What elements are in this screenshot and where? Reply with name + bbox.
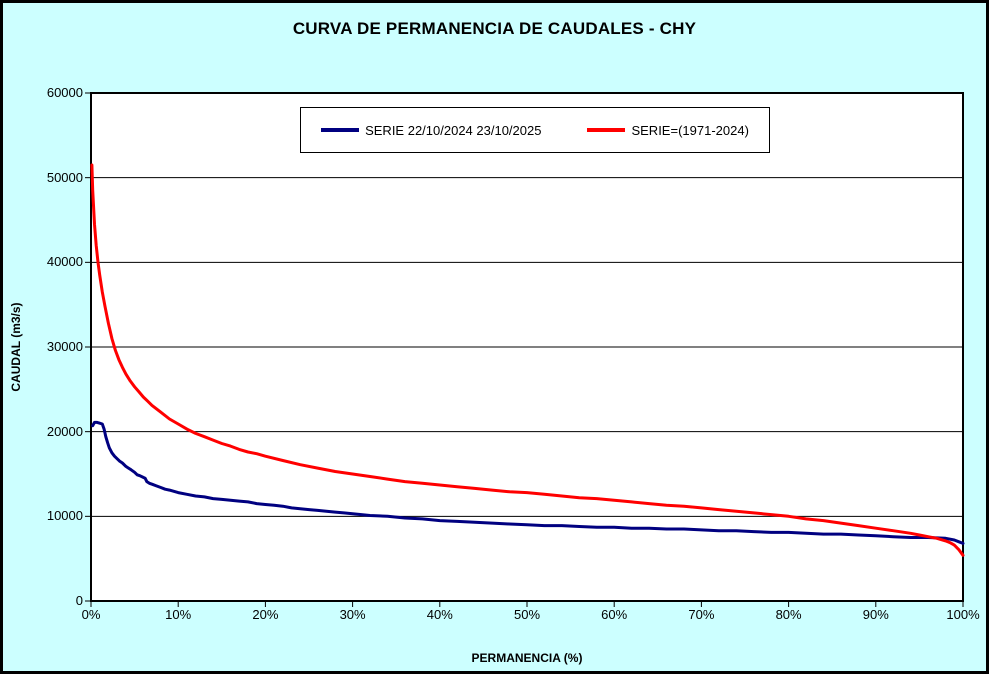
x-axis-title: PERMANENCIA (%) [471,651,583,665]
x-tick-label: 10% [165,607,192,622]
x-tick-label: 100% [946,607,980,622]
y-tick-label: 50000 [46,169,83,185]
legend-item-serie-2024-2025: SERIE 22/10/2024 23/10/2025 [321,123,541,138]
legend-blue-line-swatch [321,128,360,132]
y-tick-label: 0 [75,593,83,608]
y-tick-label: 30000 [46,339,83,354]
y-tick-label: 20000 [46,423,83,439]
legend-label-serie-1971-2024: SERIE=(1971-2024) [631,122,749,138]
y-tick-label: 10000 [46,508,83,524]
x-tick-label: 40% [426,607,453,622]
x-tick-label: 30% [339,607,366,622]
legend: SERIE 22/10/2024 23/10/2025 SERIE=(1971-… [300,107,770,153]
series-line-0 [91,420,965,545]
legend-red-line-swatch [587,128,626,132]
plot-area [85,92,965,607]
x-tick-label: 50% [513,607,541,622]
series-line-1 [90,163,965,557]
x-tick-label: 20% [252,607,279,622]
y-tick-label: 60000 [46,85,83,100]
legend-item-serie-1971-2024: SERIE=(1971-2024) [587,122,749,138]
plot-border [90,92,964,602]
x-tick-label: 70% [688,607,715,622]
x-tick-label: 60% [601,607,628,622]
x-tick-label: 80% [775,607,802,622]
x-tick-label: 0% [81,607,101,622]
y-axis-title: CAUDAL (m3/s) [9,302,23,392]
legend-label-serie-2024-2025: SERIE 22/10/2024 23/10/2025 [365,122,542,138]
chart-title: CURVA DE PERMANENCIA DE CAUDALES - CHY [292,19,697,38]
y-tick-label: 40000 [46,254,83,270]
x-tick-label: 90% [862,607,889,622]
